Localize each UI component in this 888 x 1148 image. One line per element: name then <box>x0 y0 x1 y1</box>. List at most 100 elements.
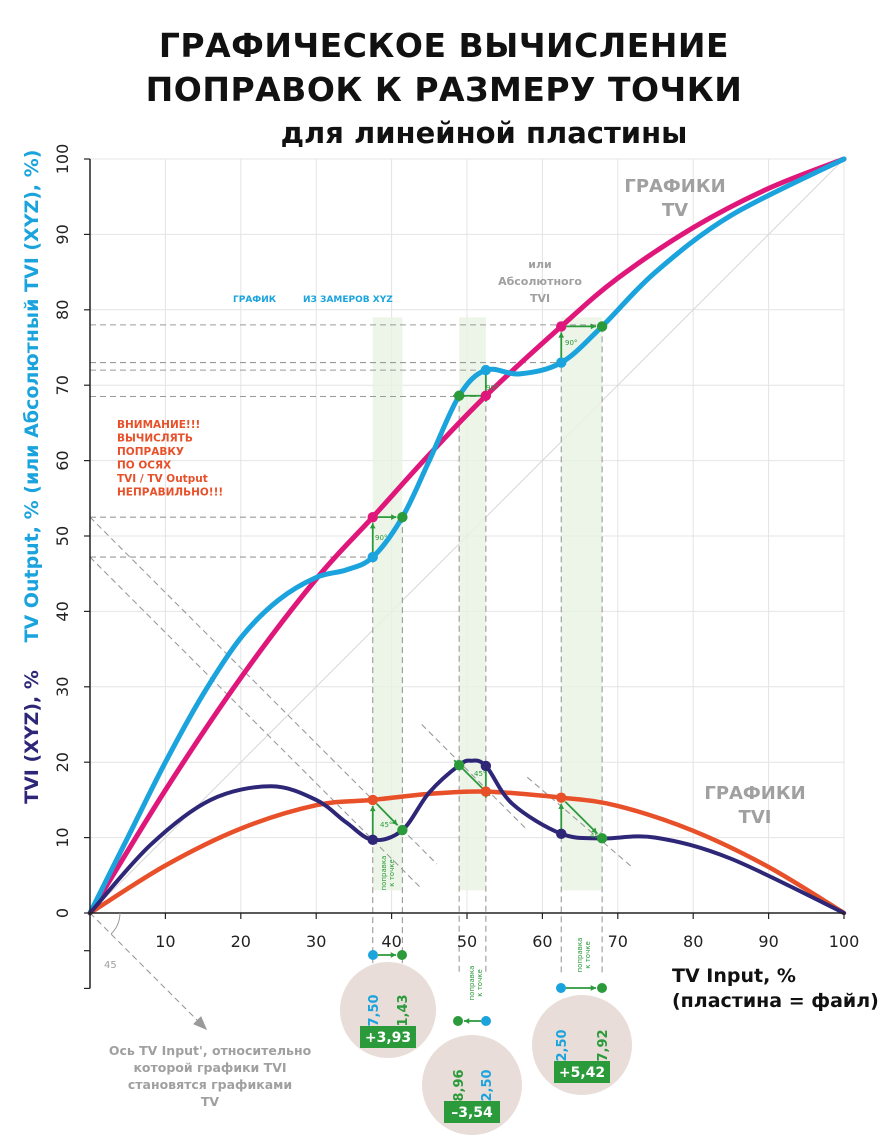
point-tv-measured-blue <box>367 551 378 563</box>
y-axis-title-output: TV Output, % (или Абсолютный TVI (XYZ), … <box>21 150 43 643</box>
angle-mark-label: 45° <box>380 821 392 829</box>
angle-label: 45 <box>104 960 117 971</box>
correction-delta-value: –3,54 <box>451 1105 493 1121</box>
y-tick-label: 100 <box>53 144 72 175</box>
x-tick-label: 80 <box>683 932 703 951</box>
input-axis-note-line: Ось TV Input', относительно <box>109 1043 312 1058</box>
correction-caption: поправка <box>576 938 584 973</box>
label-absolute-tvi: Абсолютного <box>498 275 582 288</box>
x-tick-label: 40 <box>381 932 401 951</box>
angle-mark-label: 90° <box>565 339 577 347</box>
correction-arrow-head <box>464 1018 470 1024</box>
y-tick-label: 0 <box>53 908 72 918</box>
arrow-vertical-head <box>369 523 376 529</box>
title-line-2: ПОПРАВОК К РАЗМЕРУ ТОЧКИ <box>145 70 743 109</box>
correction-caption: поправка <box>468 966 476 1001</box>
guide-diagonal <box>89 516 438 865</box>
guide-input-axis <box>89 912 204 1027</box>
point-tv-measured-green <box>453 390 465 401</box>
warning-text-line: НЕПРАВИЛЬНО!!! <box>117 487 223 499</box>
label-absolute-tvi: TVI <box>530 292 550 305</box>
y-axis-title-tvi: TVI (XYZ), % <box>21 670 43 804</box>
point-tvi-linear <box>480 786 492 797</box>
point-tv-measured-green <box>397 511 408 523</box>
correction-caption: к точке <box>388 859 396 886</box>
angle-mark-label: 90° <box>486 384 498 392</box>
guide-diagonal <box>89 556 423 890</box>
y-tick-label: 50 <box>53 526 72 546</box>
arrow-horizontal-head <box>590 323 597 330</box>
label-graph: ГРАФИК <box>233 295 277 305</box>
arrow-horizontal-head <box>391 514 397 521</box>
correction-point-input <box>481 1016 491 1026</box>
correction-delta-badge <box>360 1026 416 1048</box>
arrow-diagonal-head <box>391 819 398 826</box>
label-graphs-tv: TV <box>662 200 688 221</box>
x-tick-label: 10 <box>155 932 175 951</box>
x-tick-label: 90 <box>758 932 778 951</box>
x-axis-subtitle: (пластина = файл) <box>672 990 879 1012</box>
y-tick-label: 80 <box>53 300 72 320</box>
correction-delta-badge <box>444 1101 500 1123</box>
point-tvi-linear <box>367 794 378 806</box>
point-tv-measured-blue <box>556 357 567 368</box>
angle-arc-icon <box>110 912 121 935</box>
arrow-vertical-head <box>558 803 565 809</box>
point-tvi-measured-green <box>453 760 465 771</box>
correction-delta-badge <box>554 1061 610 1083</box>
correction-output-value: 67,92 <box>596 1029 611 1070</box>
point-tvi-measured-green <box>596 833 608 844</box>
angle-mark-label: 45° <box>474 770 486 778</box>
point-tv-linear <box>480 390 492 401</box>
y-tick-label: 20 <box>53 752 72 772</box>
warning-text-line: ПОПРАВКУ <box>117 446 184 458</box>
correction-input-value: 37,50 <box>367 994 382 1035</box>
input-axis-note-line: становятся графиками <box>128 1077 292 1092</box>
x-tick-label: 50 <box>457 932 477 951</box>
correction-point-output <box>397 950 407 960</box>
warning-text-line: TVI / TV Output <box>117 473 208 485</box>
correction-caption: к точке <box>584 941 592 968</box>
arrow-vertical-head <box>369 805 376 812</box>
y-tick-label: 90 <box>53 224 72 244</box>
point-tvi-measured-navy <box>480 760 492 772</box>
label-graphs-tv: ГРАФИКИ <box>624 176 725 197</box>
warning-text-line: ПО ОСЯХ <box>117 460 171 472</box>
label-graphs-tvi: ГРАФИКИ <box>704 783 805 804</box>
correction-caption: поправка <box>380 856 388 891</box>
input-axis-note-line: TV <box>201 1094 220 1109</box>
arrow-diagonal-head <box>591 827 598 834</box>
correction-point-input <box>368 950 378 960</box>
y-tick-label: 70 <box>53 375 72 395</box>
point-tv-linear <box>556 321 567 332</box>
title-line-1: ГРАФИЧЕСКОЕ ВЫЧИСЛЕНИЕ <box>158 26 730 65</box>
correction-delta-value: +3,93 <box>365 1030 411 1046</box>
point-tvi-linear <box>556 792 567 803</box>
guide-diagonal <box>421 724 528 831</box>
y-tick-label: 40 <box>53 601 72 621</box>
arrow-diagonal <box>564 801 598 834</box>
axis-arrow-icon <box>193 1016 208 1031</box>
correction-input-value: 62,50 <box>555 1029 570 1070</box>
curve-tvi-measured <box>88 758 846 915</box>
arrow-vertical-head <box>558 332 565 338</box>
x-tick-label: 70 <box>608 932 628 951</box>
x-axis-title: TV Input, % <box>672 965 796 987</box>
point-tv-measured-green <box>596 321 608 332</box>
correction-arrow-head <box>390 952 396 958</box>
guide-diagonal <box>526 776 634 869</box>
correction-point-output <box>597 983 607 993</box>
correction-arrow-head <box>590 985 596 991</box>
point-tvi-measured-navy <box>367 834 378 846</box>
angle-mark-label: 45° <box>590 832 602 840</box>
x-tick-label: 20 <box>231 932 251 951</box>
correction-output-value: 48,96 <box>452 1069 467 1110</box>
x-tick-label: 30 <box>306 932 326 951</box>
correction-delta-value: +5,42 <box>559 1065 605 1081</box>
correction-point-input <box>556 983 566 993</box>
point-tvi-measured-green <box>397 824 408 836</box>
label-graphs-tvi: TVI <box>739 807 772 828</box>
label-graph-xyz: ИЗ ЗАМЕРОВ XYZ <box>303 295 393 305</box>
warning-text-line: ВЫЧИСЛЯТЬ <box>117 433 193 445</box>
